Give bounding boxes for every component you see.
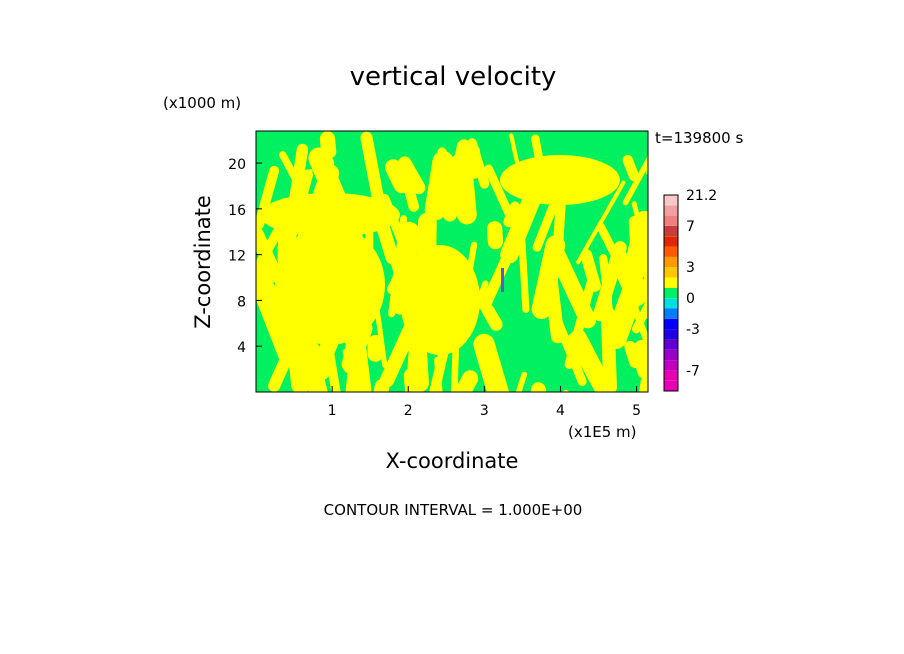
colorbar-swatch: [664, 225, 678, 237]
colorbar-swatch: [664, 329, 678, 340]
x-tick-label: 5: [632, 403, 641, 419]
x-tick-label: 1: [328, 403, 337, 419]
positive-velocity-band: [434, 357, 445, 392]
colorbar-swatch: [664, 215, 678, 226]
colorbar-swatch: [664, 195, 678, 206]
y-axis-units: (x1000 m): [163, 94, 241, 112]
colorbar-label: 0: [686, 291, 695, 307]
y-tick-label: 20: [228, 157, 246, 173]
positive-velocity-band: [603, 306, 617, 392]
x-axis-ticks: 1 2 3 4 5: [328, 386, 641, 419]
positive-velocity-band: [297, 321, 334, 392]
positive-velocity-band: [481, 304, 503, 331]
positive-velocity-region: [275, 225, 385, 345]
chart-title: vertical velocity: [350, 62, 557, 92]
colorbar-label: 7: [686, 219, 695, 235]
colorbar: [663, 194, 679, 392]
velocity-field: [256, 131, 648, 392]
colorbar-swatch: [664, 298, 678, 309]
colorbar-label: -7: [686, 363, 700, 379]
colorbar-swatch: [664, 267, 678, 278]
positive-velocity-band: [343, 320, 373, 375]
positive-velocity-band: [562, 389, 573, 392]
colorbar-swatch: [664, 380, 678, 391]
positive-velocity-band: [386, 201, 439, 295]
positive-velocity-band: [632, 339, 648, 380]
positive-velocity-band: [500, 184, 544, 264]
positive-velocity-band: [631, 201, 648, 290]
y-tick-label: 16: [228, 203, 246, 219]
positive-velocity-band: [371, 378, 390, 392]
x-tick-label: 3: [480, 403, 489, 419]
positive-velocity-band: [440, 370, 479, 392]
x-tick-label: 4: [556, 403, 565, 419]
colorbar-labels: 21.2 7 3 0 -3 -7: [686, 188, 717, 379]
positive-velocity-band: [622, 136, 648, 206]
x-tick-label: 2: [404, 403, 413, 419]
colorbar-label: -3: [686, 322, 700, 338]
colorbar-swatch: [664, 246, 678, 257]
positive-velocity-band: [360, 131, 387, 216]
positive-velocity-band: [580, 249, 601, 292]
positive-velocity-band: [473, 333, 517, 392]
y-axis-label: Z-coordinate: [191, 195, 215, 329]
positive-velocity-band: [398, 156, 426, 195]
positive-velocity-band: [279, 151, 306, 194]
colorbar-swatch: [664, 277, 678, 288]
positive-velocity-band: [319, 131, 337, 159]
colorbar-swatch: [664, 256, 678, 268]
positive-velocity-region: [500, 155, 620, 205]
positive-velocity-band: [385, 159, 410, 194]
positive-velocity-band: [256, 218, 288, 303]
colorbar-swatch: [664, 360, 678, 371]
positive-velocity-band: [479, 248, 515, 312]
positive-velocity-region: [260, 193, 400, 237]
positive-velocity-band: [570, 329, 613, 392]
positive-velocity-band: [622, 154, 640, 182]
colorbar-swatch: [664, 205, 678, 216]
positive-velocity-band: [509, 133, 521, 170]
colorbar-label: 21.2: [686, 188, 717, 204]
y-tick-label: 8: [237, 294, 246, 310]
positive-velocity-band: [487, 221, 504, 250]
colorbar-frame: [663, 194, 679, 392]
positive-velocity-band: [606, 279, 613, 315]
positive-velocity-band: [596, 222, 621, 261]
y-tick-label: 12: [228, 249, 246, 265]
colorbar-swatch: [664, 308, 678, 319]
contour-interval-note: CONTOUR INTERVAL = 1.000E+00: [324, 501, 583, 519]
positive-velocity-band: [442, 139, 471, 222]
time-label: t=139800 s: [655, 129, 743, 147]
plot-area: [255, 130, 649, 393]
positive-velocity-band: [467, 144, 481, 179]
positive-velocity-band: [256, 273, 298, 365]
plot-frame: [255, 130, 649, 393]
positive-velocity-band: [564, 278, 596, 369]
y-tick-label: 4: [237, 340, 246, 356]
positive-velocity-band: [511, 371, 528, 392]
colorbar-swatch: [664, 370, 678, 381]
colorbar-swatch: [664, 287, 678, 299]
colorbar-label: 3: [686, 260, 695, 276]
updraft-core: [501, 268, 504, 292]
colorbar-swatch: [664, 349, 678, 360]
x-axis-label: X-coordinate: [386, 449, 519, 473]
positive-velocity-band: [531, 235, 566, 320]
positive-velocity-band: [621, 210, 648, 290]
positive-velocity-band: [576, 180, 626, 265]
positive-velocity-band: [403, 337, 417, 392]
colorbar-swatch: [664, 236, 678, 247]
positive-velocity-band: [632, 295, 648, 334]
colorbar-swatch: [664, 318, 678, 330]
positive-velocity-region: [400, 245, 480, 355]
positive-velocity-band: [484, 164, 516, 223]
colorbar-swatch: [664, 339, 678, 350]
x-axis-units: (x1E5 m): [568, 423, 637, 441]
y-axis-ticks: 4 8 12 16 20: [228, 157, 262, 356]
